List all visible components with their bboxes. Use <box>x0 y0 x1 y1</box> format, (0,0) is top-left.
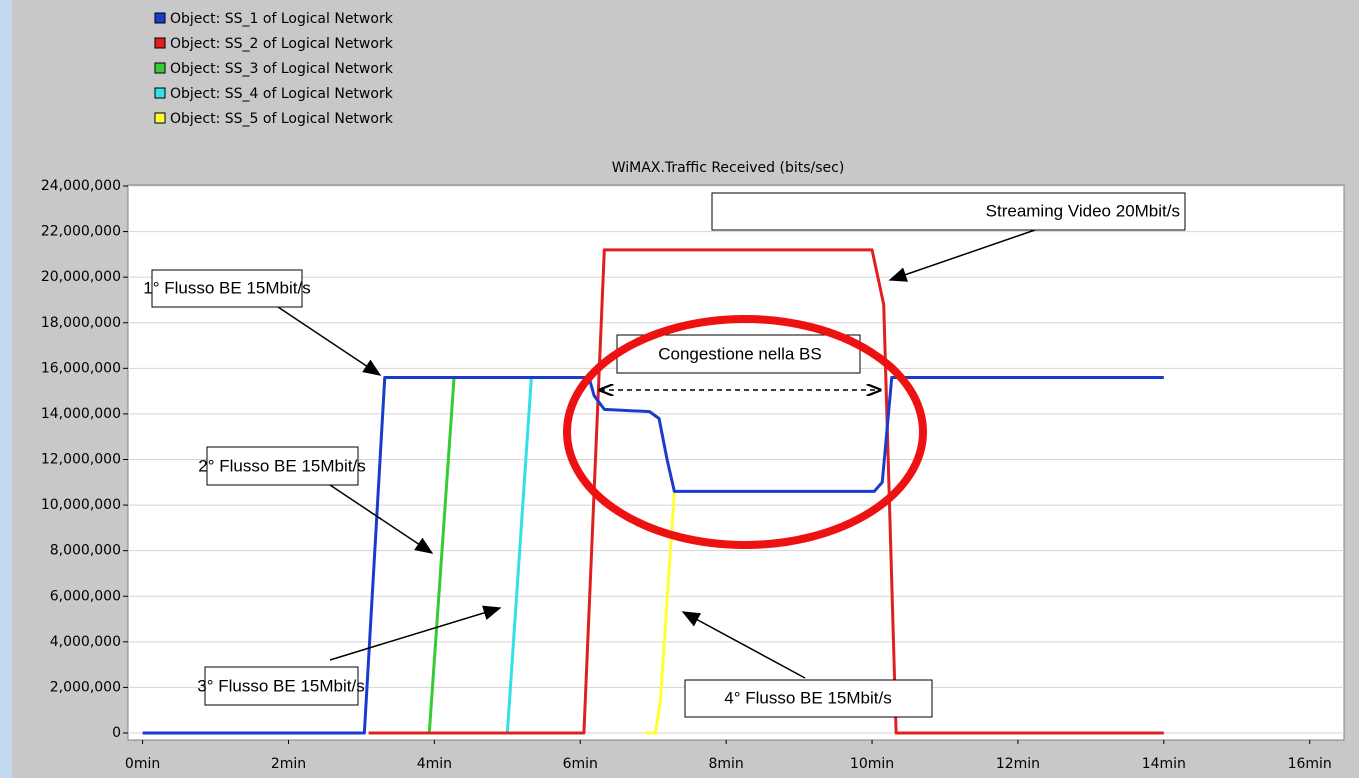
legend-label: Object: SS_3 of Logical Network <box>170 61 394 77</box>
y-tick-label: 20,000,000 <box>41 269 121 285</box>
arrow <box>888 229 1036 282</box>
chart-title: WiMAX.Traffic Received (bits/sec) <box>612 160 845 176</box>
y-tick-label: 14,000,000 <box>41 406 121 422</box>
x-tick-label: 8min <box>708 756 743 772</box>
y-tick-label: 16,000,000 <box>41 360 121 376</box>
annotation: 3° Flusso BE 15Mbit/s <box>197 676 364 695</box>
legend-swatch <box>154 37 166 49</box>
arrow <box>277 306 382 376</box>
annotation: 1° Flusso BE 15Mbit/s <box>143 278 310 297</box>
annotation: 4° Flusso BE 15Mbit/s <box>724 688 891 707</box>
annotations: 1° Flusso BE 15Mbit/s 2° Flusso BE 15Mbi… <box>143 192 1186 718</box>
series-line <box>368 248 1164 735</box>
highlight-ellipse <box>563 315 927 549</box>
legend-swatch <box>154 62 166 74</box>
y-tick-label: 0 <box>112 725 121 741</box>
x-tick-label: 6min <box>563 756 598 772</box>
x-tick-label: 16min <box>1288 756 1332 772</box>
arrow <box>681 611 806 679</box>
series-line <box>645 491 676 735</box>
y-tick-label: 10,000,000 <box>41 497 121 513</box>
x-tick-label: 12min <box>996 756 1040 772</box>
annotation-box <box>206 446 359 486</box>
x-tick-label: 10min <box>850 756 894 772</box>
y-tick-label: 24,000,000 <box>41 178 121 194</box>
legend-swatch <box>154 112 166 124</box>
x-tick-label: 2min <box>271 756 306 772</box>
annotation: Streaming Video 20Mbit/s <box>986 201 1180 220</box>
legend-label: Object: SS_2 of Logical Network <box>170 36 394 52</box>
series-line <box>142 375 1164 735</box>
annotation: 2° Flusso BE 15Mbit/s <box>198 456 365 475</box>
legend-label: Object: SS_1 of Logical Network <box>170 11 394 27</box>
annotation: Congestione nella BS <box>658 344 822 363</box>
y-tick-label: 12,000,000 <box>41 452 121 468</box>
y-tick-label: 22,000,000 <box>41 224 121 240</box>
x-tick-label: 4min <box>417 756 452 772</box>
arrow <box>329 484 434 554</box>
y-tick-label: 2,000,000 <box>50 679 121 695</box>
annotation-box <box>616 334 861 374</box>
legend-label: Object: SS_4 of Logical Network <box>170 86 394 102</box>
x-tick-label: 0min <box>125 756 160 772</box>
annotation-box <box>711 192 1186 231</box>
y-tick-label: 18,000,000 <box>41 315 121 331</box>
legend-label: Object: SS_5 of Logical Network <box>170 111 394 127</box>
arrow <box>329 605 502 661</box>
y-tick-label: 8,000,000 <box>50 543 121 559</box>
y-tick-label: 6,000,000 <box>50 588 121 604</box>
annotation-box <box>151 269 303 308</box>
legend-swatch <box>154 87 166 99</box>
y-tick-label: 4,000,000 <box>50 634 121 650</box>
annotation-box <box>684 679 933 718</box>
x-tick-label: 14min <box>1142 756 1186 772</box>
annotation-box <box>204 666 359 706</box>
legend-swatch <box>154 12 166 24</box>
